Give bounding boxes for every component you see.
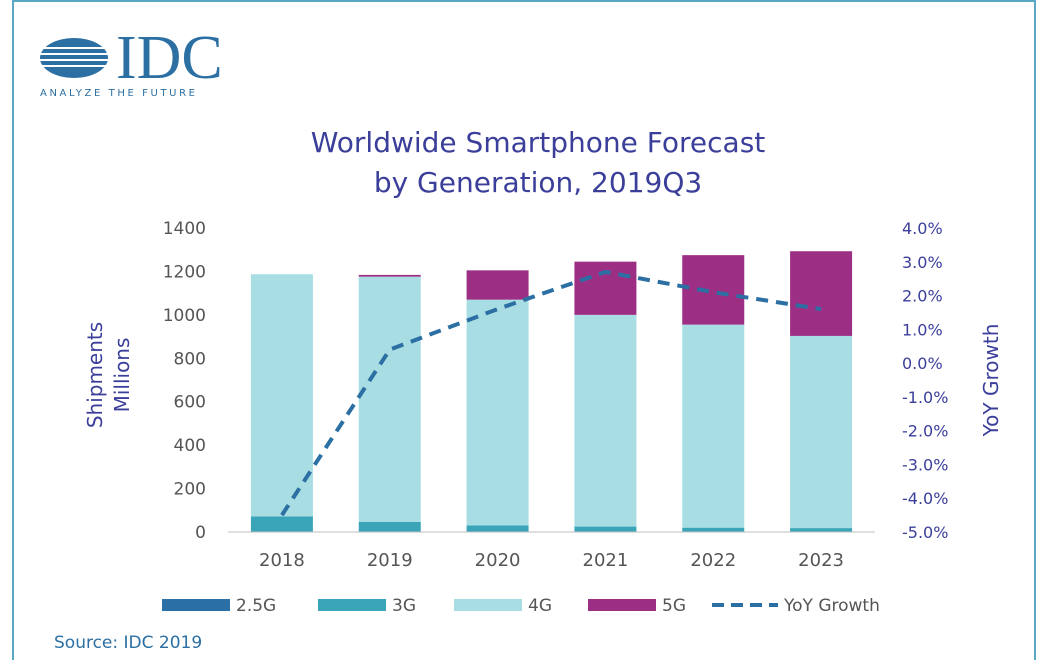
chart-subtitle: by Generation, 2019Q3	[374, 166, 702, 199]
yoy-growth-line	[280, 269, 822, 517]
legend-swatch-4g	[454, 599, 522, 611]
bar-4g-2020	[466, 299, 529, 526]
legend-swatch-3g	[318, 599, 386, 611]
legend: 2.5G 3G 4G 5G YoY Growth	[162, 596, 880, 616]
legend-label: 5G	[662, 596, 686, 616]
x-tick-label: 2023	[798, 550, 844, 571]
x-tick-label: 2020	[475, 550, 521, 571]
bar-3g-2020	[466, 525, 529, 532]
y-tick-label: 1200	[163, 262, 206, 282]
legend-label: 2.5G	[236, 596, 276, 616]
bar-4g-2023	[790, 335, 853, 529]
y2-axis-title: YoY Growth	[979, 324, 1003, 438]
x-tick-label: 2022	[690, 550, 736, 571]
bar-3g-2021	[574, 526, 637, 532]
bar-5g-2022	[682, 255, 745, 325]
bar-4g-2019	[358, 276, 421, 523]
x-tick-label: 2021	[583, 550, 629, 571]
bar-4g-2021	[574, 314, 637, 527]
legend-swatch-5g	[588, 599, 656, 611]
plot-area: 0 200 400 600 800 1000 1200 1400 -5.0% -4.0% -3.0%…	[163, 219, 949, 571]
y2-tick-label: -2.0%	[902, 422, 948, 441]
bar-3g-2019	[358, 522, 421, 532]
y2-tick-label: -4.0%	[902, 489, 948, 508]
legend-label: YoY Growth	[783, 596, 880, 616]
bar-5g-2023	[790, 251, 853, 336]
bar-3g-2018	[250, 516, 313, 532]
y-tick-label: 800	[174, 349, 206, 369]
x-tick-label: 2019	[367, 550, 413, 571]
bar-5g-2019	[358, 274, 421, 277]
y2-tick-label: 2.0%	[902, 287, 943, 306]
bar-5g-2020	[466, 270, 529, 300]
legend-label: 3G	[392, 596, 416, 616]
y2-tick-label: -1.0%	[902, 388, 948, 407]
bar-3g-2022	[682, 527, 745, 532]
y2-tick-label: 0.0%	[902, 354, 943, 373]
y-axis-title-line1: Shipments	[83, 322, 107, 428]
globe-stripes	[40, 47, 108, 67]
legend-label: 4G	[528, 596, 552, 616]
y-tick-label: 1400	[163, 219, 206, 239]
chart-title: Worldwide Smartphone Forecast	[311, 126, 766, 159]
y-tick-label: 0	[195, 523, 206, 543]
y-tick-label: 400	[174, 436, 206, 456]
bar-4g-2018	[250, 274, 313, 517]
y2-tick-label: 3.0%	[902, 253, 943, 272]
x-tick-label: 2018	[259, 550, 305, 571]
y-tick-label: 200	[174, 480, 206, 500]
idc-logo-text: IDC	[116, 24, 223, 92]
y-axis-title-line2: Millions	[110, 338, 134, 413]
idc-logo: IDC ANALYZE THE FUTURE	[40, 24, 223, 99]
bar-4g-2022	[682, 324, 745, 528]
idc-tagline: ANALYZE THE FUTURE	[40, 88, 198, 99]
source-note: Source: IDC 2019	[54, 633, 202, 653]
y2-tick-label: -5.0%	[902, 523, 948, 542]
y-tick-label: 600	[174, 393, 206, 413]
y2-tick-label: -3.0%	[902, 455, 948, 474]
y2-tick-label: 1.0%	[902, 320, 943, 339]
bar-3g-2023	[790, 528, 853, 532]
bar-5g-2021	[574, 261, 637, 315]
y-tick-label: 1000	[163, 306, 206, 326]
legend-swatch-25g	[162, 599, 230, 611]
y2-tick-label: 4.0%	[902, 219, 943, 238]
idc-globe-icon	[40, 38, 108, 78]
